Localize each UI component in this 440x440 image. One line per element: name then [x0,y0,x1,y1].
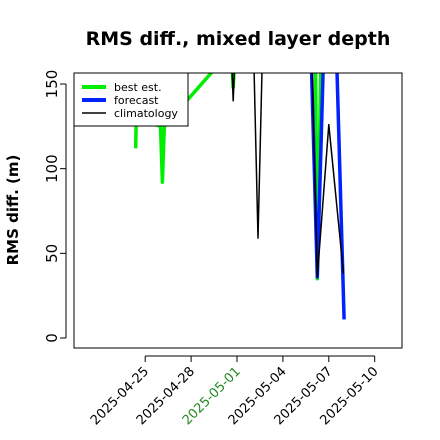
legend-label-0: best est. [114,81,162,94]
plot-frame [73,72,403,349]
series-line-2 [231,73,345,278]
y-tick-label: 100 [43,154,61,183]
chart-title: RMS diff., mixed layer depth [86,28,391,50]
legend-label-1: forecast [114,94,159,107]
y-axis-label: RMS diff. (m) [4,155,22,266]
legend-label-2: climatology [114,107,178,120]
x-axis: 2025-04-252025-04-282025-05-012025-05-04… [88,355,382,428]
y-tick-label: 0 [43,333,61,343]
legend-box [73,72,189,127]
y-tick-label: 150 [43,70,61,99]
y-tick-label: 50 [43,244,61,263]
y-axis: 0 50 100 150 [43,70,67,343]
